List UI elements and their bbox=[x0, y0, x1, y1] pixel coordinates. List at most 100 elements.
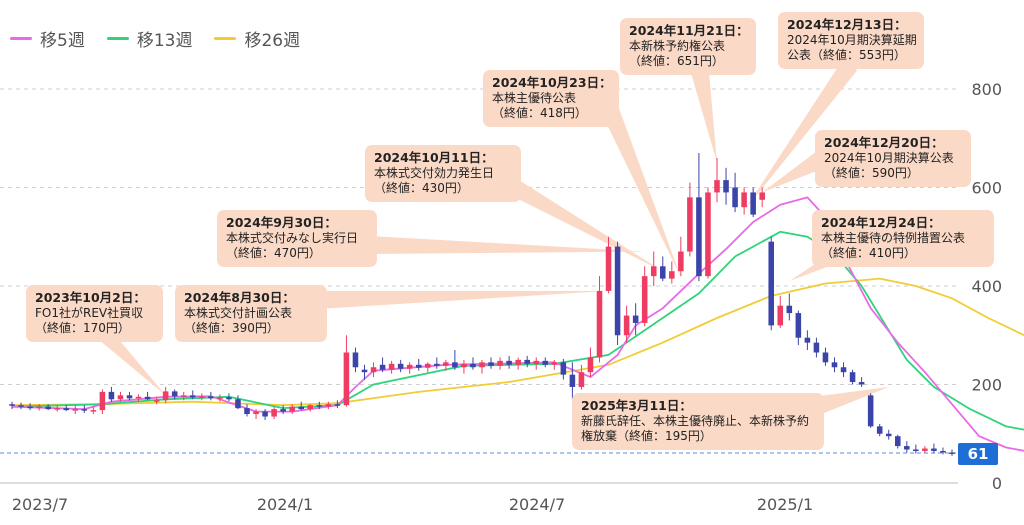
candle-body bbox=[9, 404, 15, 406]
candle-body bbox=[226, 397, 232, 400]
candle-body bbox=[822, 352, 829, 363]
candle-body bbox=[415, 364, 422, 368]
callout-2024-10-23: 2024年10月23日： 本株主優待公表 （終値：418円） bbox=[483, 70, 619, 127]
candle-body bbox=[768, 241, 775, 326]
ma13-line bbox=[11, 230, 1024, 431]
callout-line: （終値：418円） bbox=[492, 106, 587, 120]
candle-body bbox=[144, 396, 151, 400]
candle-body bbox=[786, 305, 793, 314]
y-tick-label: 0 bbox=[992, 474, 1002, 493]
annotation-pointer bbox=[762, 152, 825, 193]
candle-body bbox=[659, 266, 666, 279]
candle-body bbox=[244, 408, 250, 415]
candle-body bbox=[949, 452, 955, 454]
candle-body bbox=[199, 396, 205, 398]
candle-body bbox=[253, 411, 259, 415]
y-axis-tick-labels: 800 600 400 200 0 bbox=[971, 80, 1002, 493]
callout-line: 2024年10月期決算公表 bbox=[824, 150, 954, 165]
annotation-pointer bbox=[691, 70, 717, 163]
legend-item-ma26[interactable]: 移26週 bbox=[214, 26, 300, 51]
callout-2023-10-02: 2023年10月2日： FO1社がREV社買収 （終値：170円） bbox=[26, 285, 163, 342]
callout-2024-12-24: 2024年12月24日： 本株主優待の特例措置公表 （終値：410円） bbox=[812, 210, 994, 267]
candle-body bbox=[90, 410, 97, 412]
candle-body bbox=[162, 391, 169, 401]
annotation-pointer bbox=[601, 106, 681, 278]
candle-body bbox=[605, 246, 612, 291]
candle-body bbox=[922, 448, 928, 451]
legend-label-ma13: 移13週 bbox=[136, 31, 193, 51]
candle-body bbox=[488, 362, 494, 366]
candle-body bbox=[894, 436, 901, 447]
candle-body bbox=[515, 359, 521, 365]
callout-2025-03-11: 2025年3月11日： 新藤氏辞任、本株主優待廃止、本新株予約 権放棄（終値：1… bbox=[572, 393, 824, 450]
candle-body bbox=[352, 352, 359, 368]
callout-title: 2024年11月21日： bbox=[629, 23, 749, 38]
x-tick-label: 2024/1 bbox=[257, 495, 313, 514]
candle-body bbox=[497, 360, 503, 366]
candle-body bbox=[36, 406, 42, 409]
candle-body bbox=[551, 362, 558, 365]
candle-body bbox=[406, 364, 413, 369]
legend-item-ma5[interactable]: 移5週 bbox=[10, 26, 85, 51]
callout-line: 本新株予約権公表 bbox=[629, 38, 726, 53]
candle-body bbox=[524, 359, 530, 364]
legend-swatch-ma13 bbox=[106, 37, 129, 40]
callout-title: 2024年8月30日： bbox=[184, 290, 295, 305]
callout-title: 2024年12月20日： bbox=[824, 135, 944, 150]
ma26-line bbox=[11, 277, 1024, 407]
callout-line: （終値：170円） bbox=[35, 321, 130, 335]
candle-body bbox=[307, 405, 314, 410]
callout-title: 2025年3月11日： bbox=[581, 398, 692, 413]
candle-body bbox=[578, 372, 585, 387]
callout-2024-12-13: 2024年12月13日： 2024年10月期決算延期 公表（終値：553円） bbox=[778, 12, 924, 69]
candle-body bbox=[298, 406, 305, 410]
callout-line: 公表（終値：553円） bbox=[787, 48, 906, 62]
legend-swatch-ma26 bbox=[214, 37, 237, 40]
candle-body bbox=[180, 395, 187, 397]
candle-body bbox=[63, 408, 70, 411]
candle-body bbox=[153, 400, 160, 402]
callout-line: 権放棄（終値：195円） bbox=[581, 429, 712, 443]
candle-body bbox=[741, 192, 747, 208]
candle-body bbox=[388, 363, 395, 370]
candle-body bbox=[72, 409, 79, 411]
candle-body bbox=[542, 360, 549, 365]
callout-2024-10-11: 2024年10月11日： 本株式交付効力発生日 （終値：430円） bbox=[365, 145, 521, 202]
candle-body bbox=[461, 363, 467, 368]
legend-label-ma5: 移5週 bbox=[40, 31, 85, 51]
candle-body bbox=[217, 397, 223, 399]
callout-title: 2024年9月30日： bbox=[226, 215, 337, 230]
candle-body bbox=[235, 399, 241, 409]
candle-body bbox=[813, 342, 820, 353]
annotation-pointer bbox=[505, 177, 663, 272]
callout-line: （終値：470円） bbox=[226, 246, 321, 260]
callout-2024-12-20: 2024年12月20日： 2024年10月期決算公表 （終値：590円） bbox=[815, 130, 971, 187]
candle-body bbox=[569, 374, 576, 387]
candle-body bbox=[189, 395, 196, 398]
candle-body bbox=[117, 395, 124, 400]
callout-2024-11-21: 2024年11月21日： 本新株予約権公表 （終値：651円） bbox=[620, 18, 756, 75]
candle-body bbox=[804, 337, 811, 343]
grid-lines bbox=[0, 88, 958, 484]
candle-body bbox=[208, 396, 214, 399]
y-tick-label: 600 bbox=[971, 179, 1002, 198]
candle-body bbox=[858, 382, 865, 385]
candle-body bbox=[452, 362, 458, 368]
callout-title: 2023年10月2日： bbox=[35, 290, 146, 305]
candle-body bbox=[479, 362, 485, 368]
callout-title: 2024年10月11日： bbox=[374, 150, 494, 165]
candle-body bbox=[99, 391, 106, 411]
candle-body bbox=[289, 406, 295, 412]
candle-body bbox=[840, 367, 847, 373]
candle-body bbox=[723, 180, 729, 193]
callout-line: 本株式交付効力発生日 bbox=[374, 165, 495, 180]
candle-body bbox=[171, 391, 178, 397]
candle-body bbox=[867, 395, 874, 427]
candle-body bbox=[885, 433, 892, 437]
legend-item-ma13[interactable]: 移13週 bbox=[106, 26, 193, 51]
candlesticks bbox=[9, 153, 955, 456]
callout-line: 2024年10月期決算延期 bbox=[787, 32, 917, 47]
candle-body bbox=[777, 305, 784, 326]
y-tick-label: 400 bbox=[971, 277, 1002, 296]
y-tick-label: 800 bbox=[971, 80, 1002, 99]
